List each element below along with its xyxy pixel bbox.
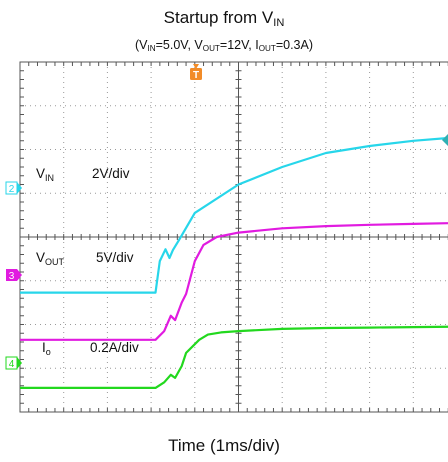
channel-3-name: VOUT bbox=[36, 250, 65, 267]
x-axis-label: Time (1ms/div) bbox=[168, 436, 280, 455]
svg-text:2: 2 bbox=[9, 184, 15, 195]
svg-text:4: 4 bbox=[9, 359, 15, 370]
channel-3-scale: 5V/div bbox=[96, 250, 134, 265]
channel-4-marker: 4 bbox=[5, 356, 22, 370]
channel-3-marker: 3 bbox=[6, 269, 22, 282]
trace-2 bbox=[20, 136, 448, 294]
plot-grid bbox=[19, 61, 448, 413]
plot-traces bbox=[20, 136, 448, 389]
trace-4 bbox=[20, 325, 448, 389]
svg-text:T: T bbox=[193, 70, 199, 81]
channel-2-name: VIN bbox=[36, 166, 54, 183]
trigger-marker: T bbox=[190, 64, 202, 81]
channel-4-name: Io bbox=[42, 340, 51, 357]
trace-3 bbox=[20, 222, 448, 341]
level-marker bbox=[442, 134, 448, 146]
svg-text:3: 3 bbox=[9, 271, 15, 282]
channel-2-scale: 2V/div bbox=[92, 166, 130, 181]
channel-4-scale: 0.2A/div bbox=[90, 340, 139, 355]
chart-subtitle: (VIN=5.0V, VOUT=12V, IOUT=0.3A) bbox=[134, 38, 314, 54]
chart-title: Startup from VIN bbox=[163, 8, 285, 29]
channel-2-marker: 2 bbox=[5, 181, 22, 195]
